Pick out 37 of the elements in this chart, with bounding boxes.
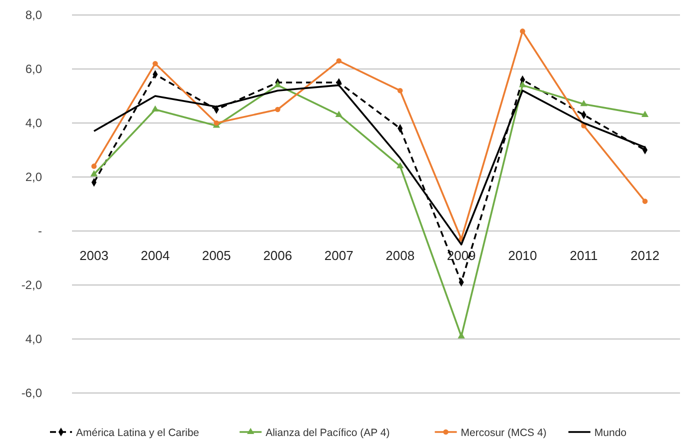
point	[152, 60, 158, 66]
point	[91, 164, 97, 169]
point	[518, 81, 526, 88]
y-tick-label: 2,0	[25, 170, 42, 184]
point	[397, 88, 403, 94]
y-tick-label: -	[38, 224, 42, 238]
y-tick-label: 4,0	[25, 116, 42, 130]
point	[520, 28, 526, 34]
y-tick-label: -6,0	[21, 386, 42, 400]
point	[274, 81, 282, 88]
point	[275, 106, 280, 112]
legend-label: Mundo	[594, 427, 627, 439]
y-tick-label: 4,0	[25, 332, 42, 346]
x-tick-label: 2007	[324, 248, 354, 263]
point	[458, 332, 465, 338]
x-tick-label: 2005	[202, 248, 231, 263]
y-tick-label: -2,0	[21, 278, 42, 292]
point	[152, 105, 159, 112]
point	[580, 100, 588, 106]
point	[642, 198, 648, 204]
x-tick-label: 2012	[630, 248, 660, 263]
x-tick-label: 2008	[386, 248, 415, 263]
point	[336, 58, 342, 64]
x-tick-label: 2003	[80, 248, 108, 263]
legend-label: Mercosur (MCS 4)	[460, 427, 547, 439]
point	[641, 110, 649, 117]
point	[335, 110, 342, 117]
point	[396, 162, 404, 168]
legend-label: América Latina y el Caribe	[76, 427, 200, 439]
x-tick-label: 2011	[570, 248, 598, 263]
x-tick-label: 2006	[263, 248, 292, 263]
y-tick-label: 6,0	[25, 62, 42, 76]
point	[90, 170, 98, 176]
x-tick-label: 2010	[508, 248, 538, 263]
legend-label: Alianza del Pacífico (AP 4)	[266, 427, 390, 439]
x-tick-label: 2004	[140, 248, 170, 263]
y-tick-label: 8,0	[25, 8, 42, 22]
